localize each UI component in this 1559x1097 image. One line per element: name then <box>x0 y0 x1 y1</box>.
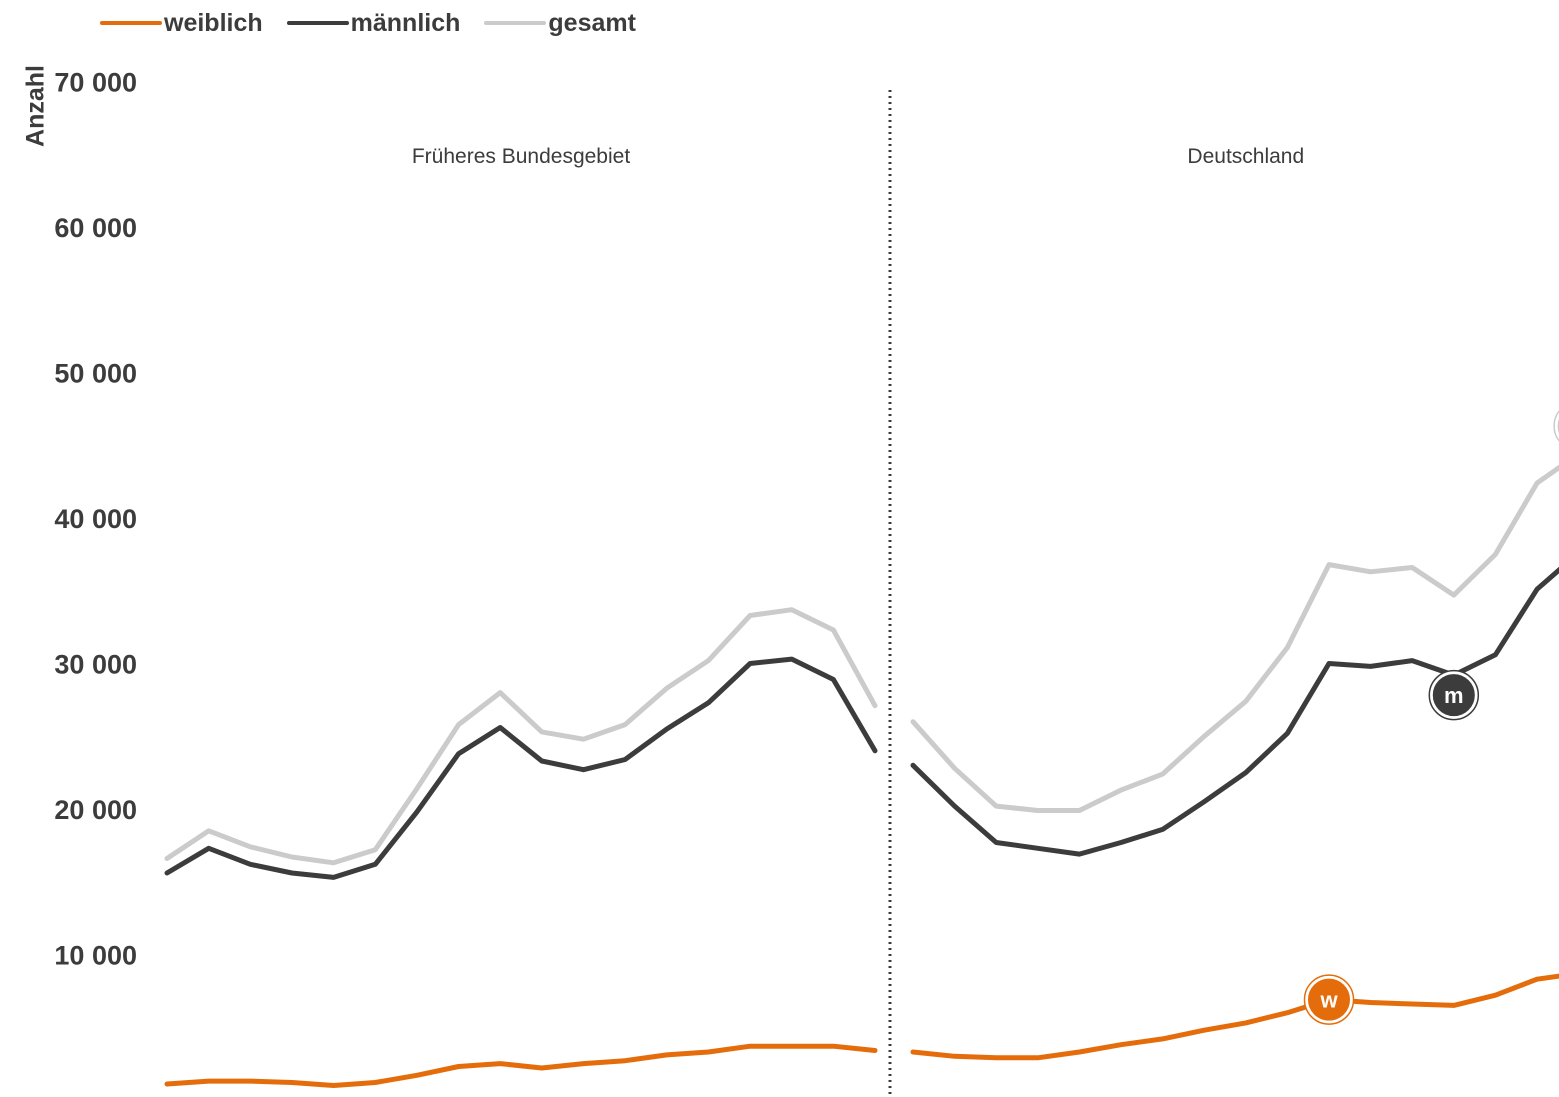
y-tick-label: 50 000 <box>54 359 137 389</box>
series-badge-g: g <box>1553 410 1559 442</box>
series-line-g <box>164 607 878 866</box>
y-tick-label: 40 000 <box>54 504 137 534</box>
series-line-w <box>910 973 1559 1061</box>
legend-swatch-gesamt <box>484 21 547 25</box>
legend-label-maennlich: männlich <box>350 8 461 37</box>
y-tick-label: 60 000 <box>54 213 137 243</box>
series-line-m <box>910 566 1559 857</box>
y-tick-label: 70 000 <box>54 68 137 98</box>
legend-swatch-weiblich <box>100 21 162 25</box>
series-line-m <box>164 656 878 880</box>
region-label: Früheres Bundesgebiet <box>412 145 630 168</box>
badge-ring <box>1303 974 1355 1025</box>
region-label: Deutschland <box>1187 145 1304 168</box>
badge-circle <box>1430 672 1477 719</box>
badge-ring <box>1553 410 1559 442</box>
badge-ring <box>1428 669 1480 721</box>
badge-circle <box>1555 413 1559 439</box>
badge-circle <box>1306 976 1352 1023</box>
badge-letter: w <box>1319 988 1338 1013</box>
legend-item-gesamt: gesamt <box>484 9 636 38</box>
series-badge-w: w <box>1303 974 1355 1025</box>
legend-label-weiblich: weiblich <box>164 8 263 37</box>
series-line-w <box>164 1043 878 1088</box>
series-badge-m: m <box>1428 669 1480 721</box>
y-tick-label: 30 000 <box>54 650 137 680</box>
legend: weiblich männlich gesamt <box>100 4 660 42</box>
legend-swatch-maennlich <box>286 21 349 25</box>
legend-label-gesamt: gesamt <box>548 8 636 37</box>
y-tick-label: 20 000 <box>54 795 137 825</box>
y-tick-label: 10 000 <box>54 941 137 971</box>
legend-item-weiblich: weiblich <box>100 9 263 38</box>
series-line-g <box>910 464 1559 813</box>
legend-item-maennlich: männlich <box>286 8 461 38</box>
badge-letter: m <box>1444 683 1464 708</box>
